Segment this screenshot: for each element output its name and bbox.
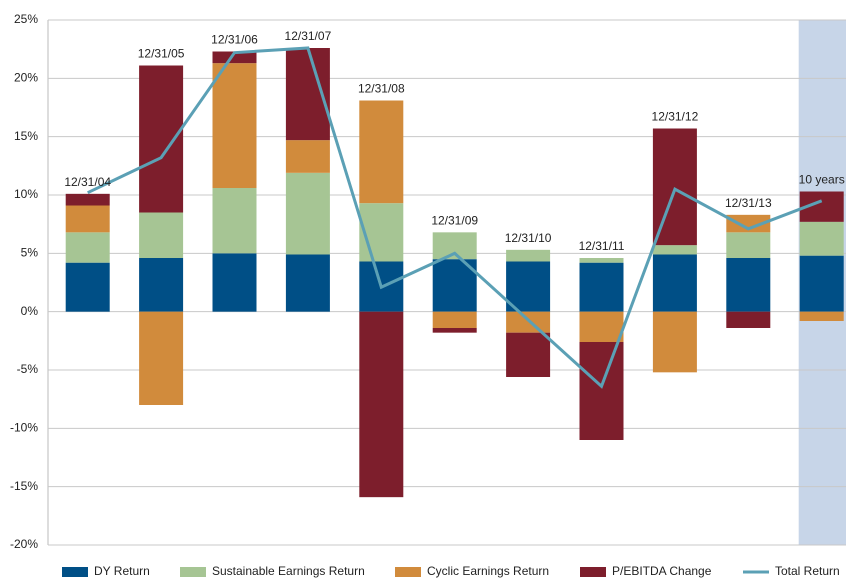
bar-segment xyxy=(579,342,624,440)
legend-swatch xyxy=(580,567,606,577)
y-tick-label: -20% xyxy=(10,537,38,551)
bar-segment xyxy=(212,63,257,188)
category-label: 12/31/04 xyxy=(64,175,111,189)
bar-segment xyxy=(359,100,404,204)
legend-label: Total Return xyxy=(775,564,840,578)
legend-swatch xyxy=(395,567,421,577)
bar-segment xyxy=(359,203,404,262)
bar-segment xyxy=(726,232,771,258)
y-tick-label: 20% xyxy=(14,71,38,85)
category-label: 12/31/07 xyxy=(285,29,332,43)
bar-segment xyxy=(432,328,477,333)
category-label: 10 years xyxy=(799,173,845,187)
bar-segment xyxy=(139,65,184,213)
legend-label: Cyclic Earnings Return xyxy=(427,564,549,578)
category-label: 12/31/05 xyxy=(138,47,185,61)
category-label: 12/31/09 xyxy=(431,214,478,228)
legend-label: P/EBITDA Change xyxy=(612,564,712,578)
bar-segment xyxy=(506,249,551,262)
category-label: 12/31/06 xyxy=(211,33,258,47)
legend-swatch xyxy=(62,567,88,577)
bar-segment xyxy=(652,254,697,312)
bar-segment xyxy=(726,311,771,328)
bar-segment xyxy=(506,261,551,312)
bar-segment xyxy=(799,221,844,256)
bar-segment xyxy=(212,188,257,254)
y-tick-label: 25% xyxy=(14,12,38,26)
category-label: 12/31/12 xyxy=(652,110,699,124)
bar-segment xyxy=(506,311,551,333)
bar-segment xyxy=(726,214,771,233)
total-return-line xyxy=(87,46,823,389)
bar-segment xyxy=(65,262,110,312)
bar-segment xyxy=(726,258,771,312)
bar-segment xyxy=(212,253,257,312)
bar-segment xyxy=(212,51,257,64)
y-tick-label: 10% xyxy=(14,187,38,201)
bar-segment xyxy=(285,140,330,173)
bar-segment xyxy=(432,311,477,328)
y-tick-label: -5% xyxy=(17,362,39,376)
bar-segment xyxy=(799,255,844,312)
bar-segment xyxy=(579,311,624,342)
y-tick-label: 0% xyxy=(21,304,39,318)
category-label: 12/31/11 xyxy=(579,239,625,253)
legend-label: DY Return xyxy=(94,564,150,578)
bar-segment xyxy=(799,311,844,321)
legend-label: Sustainable Earnings Return xyxy=(212,564,365,578)
legend-swatch xyxy=(180,567,206,577)
bar-segment xyxy=(65,205,110,233)
bar-segment xyxy=(139,258,184,312)
category-label: 12/31/10 xyxy=(505,231,552,245)
y-tick-label: -10% xyxy=(10,421,38,435)
bar-segment xyxy=(65,193,110,206)
bar-segment xyxy=(579,262,624,312)
bar-segment xyxy=(652,245,697,255)
y-tick-label: -15% xyxy=(10,479,38,493)
bar-segment xyxy=(359,311,404,498)
bar-segment xyxy=(139,212,184,258)
bar-segment xyxy=(139,311,184,405)
bar-segment xyxy=(65,232,110,263)
category-label: 12/31/08 xyxy=(358,82,405,96)
bar-segment xyxy=(652,311,697,373)
bar-segment xyxy=(285,254,330,312)
bar-segment xyxy=(506,332,551,377)
bar-segment xyxy=(285,172,330,255)
category-label: 12/31/13 xyxy=(725,196,772,210)
bar-segment xyxy=(579,258,624,263)
y-tick-label: 5% xyxy=(21,246,39,260)
y-tick-label: 15% xyxy=(14,129,38,143)
